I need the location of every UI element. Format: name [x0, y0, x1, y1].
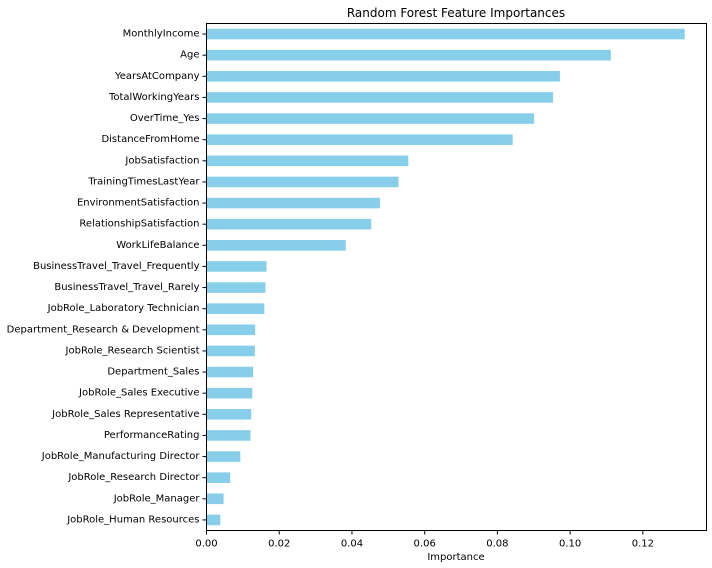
chart-title: Random Forest Feature Importances — [347, 6, 565, 20]
bar — [206, 261, 267, 272]
bar — [206, 472, 231, 483]
bar — [206, 71, 560, 82]
bar — [206, 387, 253, 399]
bar — [206, 197, 380, 209]
y-tick-label: MonthlyIncome — [123, 29, 200, 40]
y-tick-label: OverTime_Yes — [130, 113, 200, 124]
bar — [206, 282, 266, 293]
y-tick-label: Department_Research & Development — [7, 324, 200, 335]
bar — [206, 366, 254, 378]
y-tick-label: PerformanceRating — [104, 430, 200, 441]
y-tick-label: TrainingTimesLastYear — [87, 176, 200, 187]
y-tick-label: JobRole_Research Scientist — [65, 345, 200, 356]
bar — [206, 28, 685, 40]
x-tick-label: 0.02 — [268, 539, 290, 550]
bar — [206, 134, 513, 145]
bar — [206, 493, 224, 505]
y-tick-label: JobRole_Human Resources — [66, 514, 199, 525]
x-axis-ticks: 0.00 0.02 0.04 0.06 0.08 0.10 0.12 — [195, 530, 654, 550]
y-tick-label: JobRole_Research Director — [67, 472, 200, 483]
y-tick-label: WorkLifeBalance — [116, 240, 199, 251]
y-tick-label: BusinessTravel_Travel_Rarely — [54, 282, 199, 293]
x-tick-label: 0.06 — [414, 539, 436, 550]
y-tick-label: EnvironmentSatisfaction — [77, 198, 200, 209]
y-tick-label: RelationshipSatisfaction — [79, 219, 199, 230]
y-tick-label: JobRole_Manager — [113, 493, 201, 504]
bar — [206, 345, 255, 357]
bar — [206, 113, 535, 124]
y-tick-label: YearsAtCompany — [114, 71, 200, 82]
y-tick-label: JobRole_Manufacturing Director — [41, 451, 201, 462]
bar — [206, 176, 399, 188]
y-tick-label: JobRole_Sales Representative — [51, 409, 199, 420]
bar — [206, 430, 251, 441]
bar — [206, 49, 611, 61]
y-tick-label: JobRole_Laboratory Technician — [47, 303, 200, 314]
x-axis-label: Importance — [427, 552, 484, 563]
bar — [206, 324, 256, 336]
bar — [206, 514, 221, 526]
bar — [206, 451, 241, 462]
bar — [206, 155, 409, 167]
bar — [206, 409, 252, 420]
y-tick-label: Age — [180, 50, 199, 61]
y-tick-label: Department_Sales — [107, 367, 199, 378]
bar — [206, 218, 372, 230]
x-tick-label: 0.04 — [341, 539, 363, 550]
plot-frame — [206, 23, 707, 531]
x-tick-label: 0.00 — [195, 539, 217, 550]
y-tick-label: JobSatisfaction — [124, 155, 199, 166]
y-tick-label: DistanceFromHome — [101, 134, 199, 145]
x-tick-label: 0.10 — [559, 539, 581, 550]
bar — [206, 92, 554, 103]
y-tick-label: JobRole_Sales Executive — [78, 388, 199, 399]
y-axis-ticks: MonthlyIncome Age YearsAtCompany TotalWorki… — [7, 29, 207, 525]
y-tick-label: BusinessTravel_Travel_Frequently — [33, 261, 199, 272]
bars-group — [206, 28, 685, 526]
y-tick-label: TotalWorkingYears — [108, 92, 200, 103]
x-tick-label: 0.08 — [486, 539, 508, 550]
bar — [206, 240, 346, 251]
bar — [206, 303, 265, 314]
x-tick-label: 0.12 — [632, 539, 654, 550]
